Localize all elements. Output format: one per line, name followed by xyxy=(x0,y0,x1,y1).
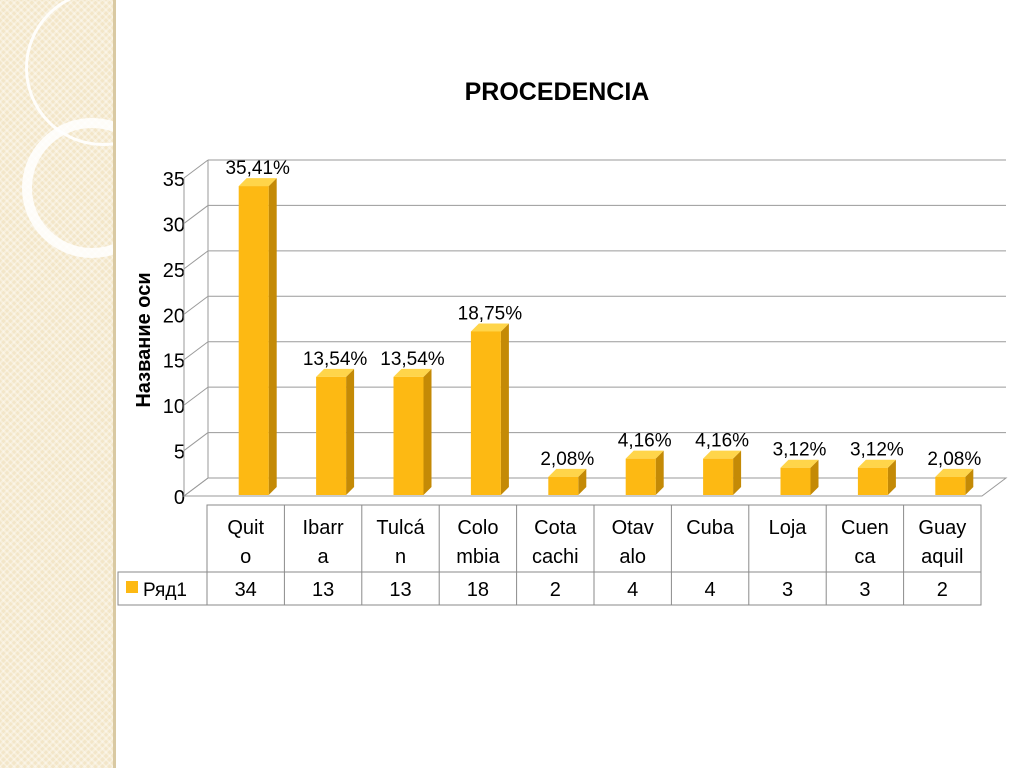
bar xyxy=(780,467,811,495)
bar-side xyxy=(268,178,277,496)
data-label: 2,08% xyxy=(540,449,594,470)
bar-side xyxy=(423,368,432,495)
category-label: ca xyxy=(854,546,876,568)
sidebar-divider xyxy=(113,0,116,768)
gridline-side xyxy=(183,205,209,224)
bar xyxy=(548,476,579,495)
gridline-side xyxy=(183,386,209,406)
category-label: a xyxy=(318,546,330,568)
bar-top xyxy=(316,368,355,377)
y-tick-label: 10 xyxy=(163,396,185,418)
data-table-value: 4 xyxy=(705,579,716,601)
category-label: Cuen xyxy=(841,517,889,539)
bar-side xyxy=(346,368,355,495)
decorative-ring-icon xyxy=(22,118,113,258)
data-table-value: 2 xyxy=(550,579,561,601)
bar xyxy=(625,458,656,495)
bar-side xyxy=(500,323,509,495)
bar xyxy=(393,376,424,495)
category-label: Tulcá xyxy=(376,517,425,539)
category-label: n xyxy=(395,546,406,568)
category-label: Otav xyxy=(612,517,654,539)
data-label: 4,16% xyxy=(695,431,749,452)
decorative-sidebar xyxy=(0,0,113,768)
data-label: 18,75% xyxy=(458,303,523,324)
bar-top xyxy=(238,178,277,187)
category-label: Colo xyxy=(457,517,498,539)
data-label: 4,16% xyxy=(618,431,672,452)
category-label: alo xyxy=(619,546,646,568)
category-label: Loja xyxy=(769,517,808,539)
y-tick-label: 25 xyxy=(163,260,185,282)
category-label: aquil xyxy=(921,546,963,568)
y-tick-label: 35 xyxy=(163,169,185,191)
bar-side xyxy=(965,468,974,495)
bar-top xyxy=(470,323,509,332)
y-tick-label: 30 xyxy=(163,214,185,236)
data-table-value: 13 xyxy=(389,579,411,601)
data-table-value: 3 xyxy=(859,579,870,601)
plot-area: 0 5 10 15 20 25 30 35 35,41% 13,54% 13,54% 18,75% 2,… xyxy=(117,158,1008,606)
y-tick-label: 20 xyxy=(163,305,185,327)
gridline-side xyxy=(183,159,209,179)
category-label: Ibarr xyxy=(303,517,344,539)
bar-top xyxy=(857,459,896,468)
y-axis-label: Название оси xyxy=(133,272,155,407)
data-table-row xyxy=(117,571,982,606)
data-table-value: 18 xyxy=(467,579,489,601)
bar-side xyxy=(578,468,587,495)
bar-top xyxy=(935,468,974,477)
legend-swatch-icon xyxy=(126,581,138,593)
data-label: 35,41% xyxy=(225,158,290,179)
bar xyxy=(857,467,888,495)
bar-top xyxy=(393,368,432,377)
data-table-value: 34 xyxy=(235,579,257,601)
category-label: mbia xyxy=(456,546,500,568)
gridline-side xyxy=(183,295,209,315)
data-table-value: 3 xyxy=(782,579,793,601)
chart-title: PROCEDENCIA xyxy=(465,78,650,106)
category-label: Cuba xyxy=(686,517,735,539)
y-tick-label: 0 xyxy=(174,487,185,509)
bar-side xyxy=(887,459,896,495)
category-label: Quit xyxy=(227,517,264,539)
category-label: Cota xyxy=(534,517,577,539)
data-table-value: 4 xyxy=(627,579,638,601)
category-label: cachi xyxy=(532,546,579,568)
data-label: 2,08% xyxy=(927,449,981,470)
bar xyxy=(935,476,966,495)
gridline-side xyxy=(183,250,209,270)
bar-top xyxy=(548,468,587,477)
gridline-side xyxy=(183,341,209,361)
category-label: Guay xyxy=(918,517,966,539)
bar xyxy=(316,376,347,495)
bar xyxy=(238,186,269,496)
data-label: 13,54% xyxy=(303,349,368,370)
bar-side xyxy=(655,450,664,495)
data-table-value: 2 xyxy=(937,579,948,601)
bar xyxy=(703,458,734,495)
data-label: 3,12% xyxy=(850,440,904,461)
bar xyxy=(470,331,501,495)
data-table-value: 13 xyxy=(312,579,334,601)
bar-side xyxy=(810,459,819,495)
gridline-side xyxy=(183,432,209,451)
bar-top xyxy=(625,450,664,459)
y-tick-label: 15 xyxy=(163,351,185,373)
data-label: 3,12% xyxy=(773,440,827,461)
legend-series-name: Ряд1 xyxy=(143,580,187,601)
category-label: o xyxy=(240,546,251,568)
y-tick-label: 5 xyxy=(174,442,185,464)
bar-top xyxy=(703,450,742,459)
bar-top xyxy=(780,459,819,468)
bar-side xyxy=(733,450,742,495)
data-label: 13,54% xyxy=(380,349,445,370)
